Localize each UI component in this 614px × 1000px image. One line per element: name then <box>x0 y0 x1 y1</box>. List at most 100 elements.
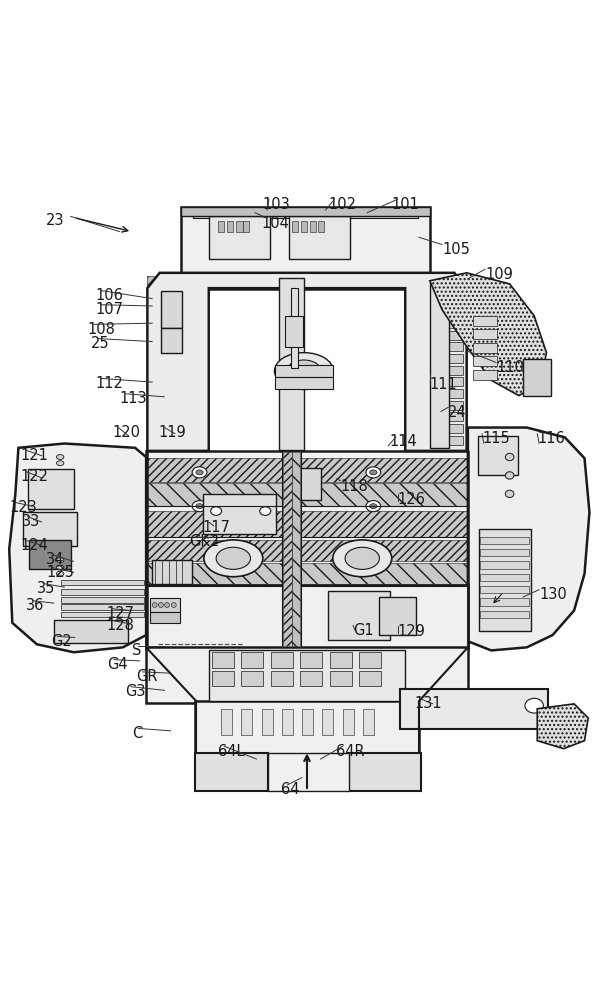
Bar <box>212 652 234 668</box>
Ellipse shape <box>56 558 64 563</box>
Bar <box>286 211 362 253</box>
Text: 124: 124 <box>20 538 48 553</box>
Bar <box>473 329 497 339</box>
Ellipse shape <box>196 470 203 475</box>
Ellipse shape <box>333 540 392 577</box>
Ellipse shape <box>152 603 157 607</box>
Bar <box>287 468 321 500</box>
Text: 131: 131 <box>414 696 442 711</box>
Bar <box>349 753 421 791</box>
Bar <box>468 429 521 643</box>
Ellipse shape <box>171 603 176 607</box>
Bar <box>473 356 497 366</box>
Bar <box>262 709 273 735</box>
Bar <box>289 216 350 259</box>
Bar <box>146 451 468 647</box>
Text: 104: 104 <box>261 216 289 231</box>
Bar <box>243 221 249 232</box>
Bar <box>302 709 313 735</box>
Bar <box>449 389 463 398</box>
Ellipse shape <box>287 360 321 382</box>
Bar <box>61 612 144 617</box>
Bar <box>147 458 467 482</box>
Bar <box>271 652 293 668</box>
Text: 103: 103 <box>263 197 290 212</box>
Bar <box>146 585 468 649</box>
Bar <box>181 207 430 216</box>
Bar <box>181 207 430 289</box>
Ellipse shape <box>192 467 207 478</box>
Bar <box>218 221 224 232</box>
Text: C: C <box>132 726 142 741</box>
Bar <box>523 359 551 396</box>
Bar <box>480 549 529 556</box>
Text: 128: 128 <box>106 618 134 633</box>
Text: 36: 36 <box>26 598 45 613</box>
Text: 25: 25 <box>91 336 109 351</box>
Bar <box>350 754 420 790</box>
Bar <box>400 689 548 729</box>
Text: GR: GR <box>136 669 158 684</box>
Bar <box>54 620 128 643</box>
Bar <box>271 671 293 686</box>
Text: 113: 113 <box>120 391 147 406</box>
Ellipse shape <box>274 353 333 389</box>
Ellipse shape <box>505 472 514 479</box>
Ellipse shape <box>260 507 271 515</box>
Bar <box>279 278 304 450</box>
Bar <box>241 709 252 735</box>
Text: 122: 122 <box>20 469 49 484</box>
Bar <box>275 377 333 389</box>
Bar <box>280 279 291 448</box>
Text: 130: 130 <box>539 587 567 602</box>
Bar <box>210 218 269 258</box>
Bar <box>301 221 307 232</box>
Text: 64R: 64R <box>336 744 365 759</box>
Bar <box>300 671 322 686</box>
Ellipse shape <box>505 453 514 461</box>
Ellipse shape <box>204 540 263 577</box>
Text: S: S <box>132 643 141 658</box>
Bar <box>147 483 467 506</box>
Bar <box>430 283 449 447</box>
Bar <box>161 292 182 327</box>
Text: 35: 35 <box>37 581 55 596</box>
Ellipse shape <box>56 461 64 466</box>
Bar <box>29 540 71 569</box>
Bar <box>449 307 463 316</box>
Polygon shape <box>430 273 546 396</box>
Bar <box>28 471 73 508</box>
Text: G1: G1 <box>353 623 374 638</box>
Bar <box>480 531 530 630</box>
Bar <box>152 560 192 584</box>
Bar <box>55 621 127 642</box>
Bar <box>203 494 276 534</box>
Bar <box>478 436 518 475</box>
Bar <box>318 221 324 232</box>
Text: 118: 118 <box>341 479 368 494</box>
Text: 120: 120 <box>112 425 141 440</box>
Bar <box>147 511 467 537</box>
Bar <box>209 216 270 259</box>
Text: 23: 23 <box>46 213 64 228</box>
Bar <box>479 529 531 631</box>
Ellipse shape <box>56 455 64 459</box>
Bar <box>480 611 529 618</box>
Bar <box>449 436 463 445</box>
Bar <box>402 690 546 728</box>
Bar <box>241 652 263 668</box>
Polygon shape <box>147 273 467 451</box>
Bar <box>196 754 266 790</box>
Bar <box>451 276 467 448</box>
Bar <box>449 401 463 410</box>
Ellipse shape <box>158 603 163 607</box>
Text: 126: 126 <box>398 492 426 507</box>
Bar <box>449 424 463 433</box>
Bar <box>147 276 163 448</box>
Bar <box>241 671 263 686</box>
Bar <box>193 211 270 253</box>
Bar <box>363 709 374 735</box>
Ellipse shape <box>370 470 377 475</box>
Bar <box>28 469 74 509</box>
Bar <box>203 494 276 533</box>
